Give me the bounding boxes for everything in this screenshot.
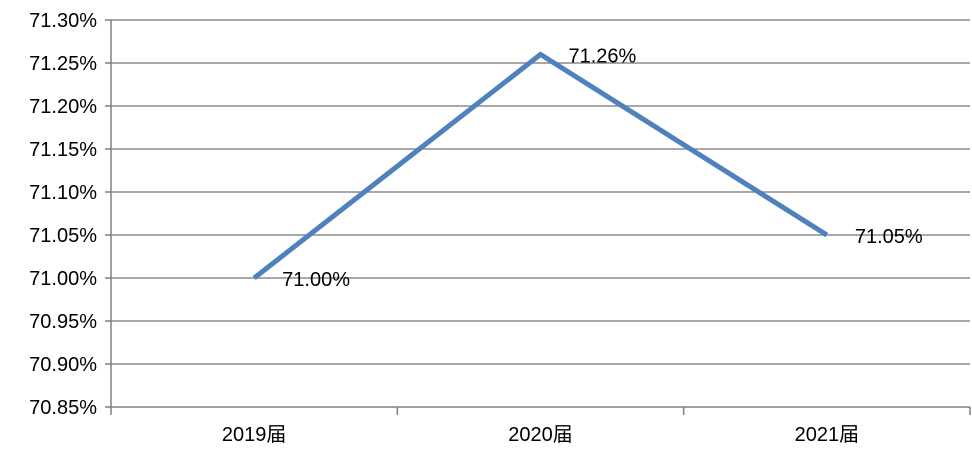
axes bbox=[105, 20, 970, 415]
y-tick-label: 70.90% bbox=[29, 354, 97, 376]
x-tick-label: 2021届 bbox=[795, 424, 860, 446]
y-tick-label: 71.05% bbox=[29, 225, 97, 247]
data-label: 71.26% bbox=[569, 45, 637, 67]
y-tick-label: 71.10% bbox=[29, 182, 97, 204]
y-tick-label: 71.30% bbox=[29, 10, 97, 32]
y-tick-label: 70.85% bbox=[29, 397, 97, 419]
data-label: 71.00% bbox=[282, 269, 350, 291]
data-label: 71.05% bbox=[855, 226, 923, 248]
series-line bbox=[254, 54, 827, 278]
series-lines bbox=[254, 54, 827, 278]
y-tick-label: 70.95% bbox=[29, 311, 97, 333]
y-axis-tick-labels: 70.85% 70.90% 70.95% 71.00% 71.05% 71.10% 71.1… bbox=[29, 10, 97, 419]
y-tick-label: 71.25% bbox=[29, 53, 97, 75]
x-tick-label: 2019届 bbox=[222, 424, 287, 446]
gridlines bbox=[111, 20, 970, 364]
x-tick-label: 2020届 bbox=[508, 424, 573, 446]
y-tick-label: 71.15% bbox=[29, 139, 97, 161]
data-labels: 71.00% 71.26% 71.05% bbox=[282, 45, 923, 291]
y-tick-label: 71.00% bbox=[29, 268, 97, 290]
y-tick-label: 71.20% bbox=[29, 96, 97, 118]
x-axis-tick-labels: 2019届 2020届 2021届 bbox=[222, 424, 859, 446]
